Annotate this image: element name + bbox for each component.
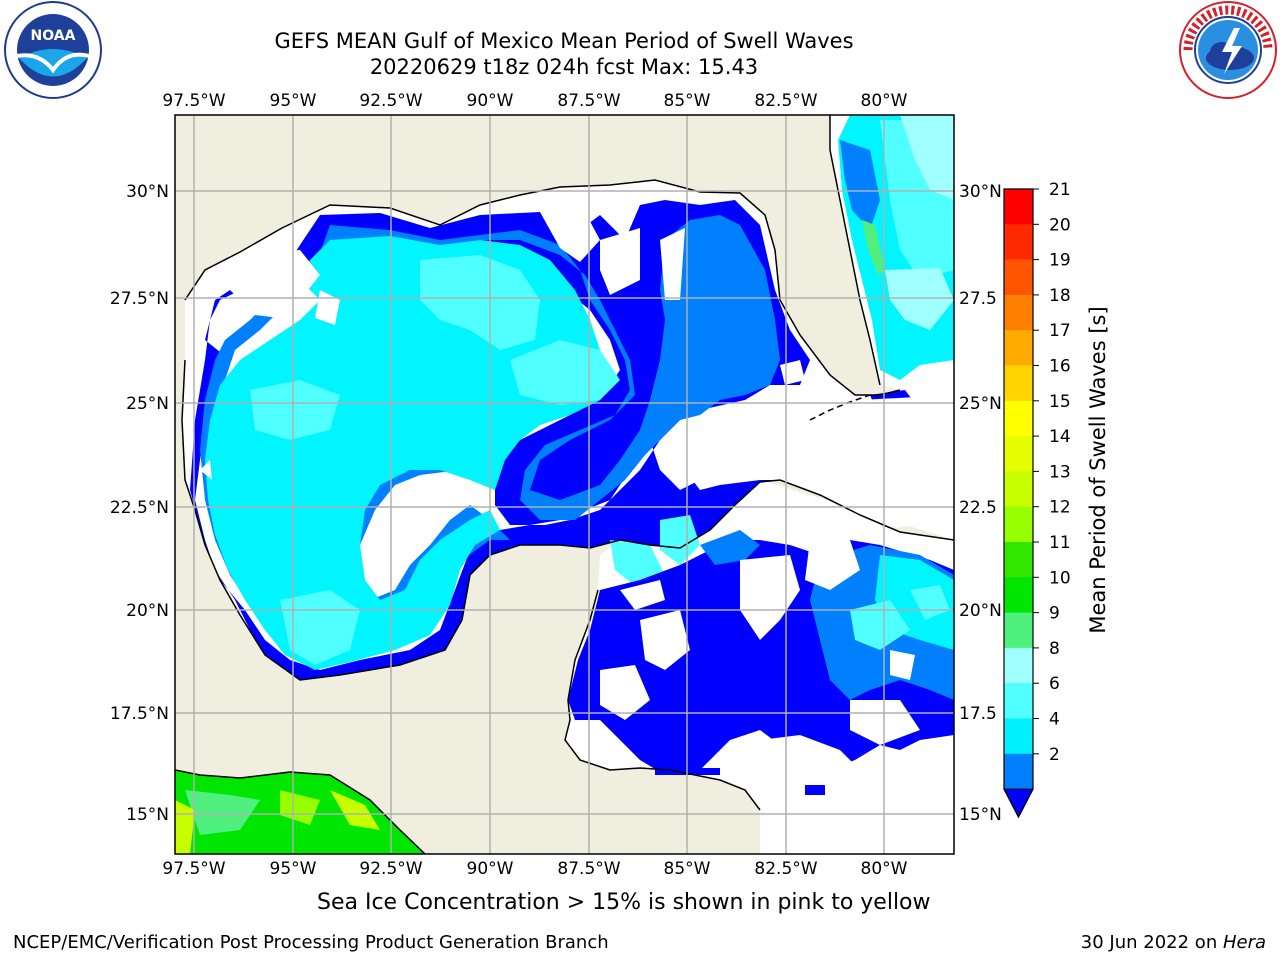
colorbar-swatch [1004, 294, 1033, 331]
lat-label-left: 20°N [126, 601, 169, 621]
lon-label-bottom: 85°W [664, 859, 711, 879]
noaa-logo: NOAA [4, 1, 102, 99]
colorbar-tick-label: 11 [1049, 533, 1071, 553]
coastlines [175, 115, 954, 854]
lon-label-bottom: 92.5°W [359, 859, 422, 879]
lat-label-right: 17.5 [959, 704, 997, 724]
lat-label-right: 15°N [959, 805, 1002, 825]
footer-credit: NCEP/EMC/Verification Post Processing Pr… [13, 932, 609, 953]
colorbar-swatch [1004, 577, 1033, 614]
footer-date-text: 30 Jun 2022 on [1080, 932, 1223, 953]
lon-label-bottom: 97.5°W [162, 859, 225, 879]
graticule [175, 115, 954, 854]
colorbar-swatch [1004, 753, 1033, 790]
footer-host: Hera [1222, 932, 1266, 953]
colorbar-tick-label: 9 [1049, 604, 1060, 624]
chart-subtitle: 20220629 t18z 024h fcst Max: 15.43 [369, 55, 759, 79]
colorbar-tick-label: 16 [1049, 357, 1071, 377]
lat-label-left: 27.5°N [110, 289, 169, 309]
colorbar-swatch [1004, 436, 1033, 472]
lat-label-right: 22.5 [959, 498, 997, 518]
colorbar-tick-label: 4 [1049, 710, 1060, 730]
footer-date: 30 Jun 2022 on Hera [1081, 932, 1266, 953]
colorbar-tick-label: 12 [1049, 498, 1071, 518]
colorbar-tick-label: 8 [1049, 639, 1060, 659]
colorbar-swatch [1004, 400, 1033, 437]
colorbar-tick-label: 17 [1049, 321, 1071, 341]
lon-label-top: 80°W [861, 91, 908, 111]
lat-label-left: 25°N [126, 394, 169, 414]
colorbar-tick-label: 21 [1049, 180, 1071, 200]
lat-label-right: 20°N [959, 601, 1002, 621]
lon-label-top: 97.5°W [162, 91, 225, 111]
colorbar-tick-label: 18 [1049, 286, 1071, 306]
lat-label-right: 27.5 [959, 289, 997, 309]
lat-label-right: 30°N [959, 182, 1002, 202]
colorbar-swatch [1004, 718, 1033, 755]
colorbar-swatch [1004, 189, 1033, 225]
lon-label-bottom: 82.5°W [754, 859, 817, 879]
lon-label-bottom: 80°W [861, 859, 908, 879]
colorbar-swatch [1004, 506, 1033, 543]
lon-label-top: 90°W [467, 91, 514, 111]
lon-label-top: 92.5°W [359, 91, 422, 111]
colorbar-swatch [1004, 647, 1033, 684]
colorbar-swatch [1004, 542, 1033, 578]
colorbar-tick-label: 6 [1049, 674, 1060, 694]
lat-label-left: 22.5°N [110, 498, 169, 518]
lat-label-left: 30°N [126, 182, 169, 202]
map-frame [174, 114, 955, 855]
colorbar-swatch [1004, 224, 1033, 261]
colorbar-frame [1003, 188, 1034, 819]
colorbar-label: Mean Period of Swell Waves [s] [1086, 306, 1110, 633]
swell-band-2-4 [190, 200, 810, 680]
colorbar-swatch [1004, 612, 1033, 649]
colorbar-tick-label: 13 [1049, 462, 1071, 482]
lon-label-top: 82.5°W [754, 91, 817, 111]
colorbar: 21 20 19 18 17 16 15 14 13 12 11 10 9 8 6 4 2 [1003, 180, 1071, 819]
nws-logo [1179, 1, 1277, 99]
colorbar-extend-arrow [1003, 788, 1034, 819]
colorbar-tick-label: 10 [1049, 568, 1071, 588]
colorbar-swatch [1004, 330, 1033, 366]
colorbar-tick-label: 2 [1049, 745, 1060, 765]
lat-label-right: 25°N [959, 394, 1002, 414]
colorbar-tick-label: 14 [1049, 427, 1071, 447]
lon-label-top: 95°W [270, 91, 317, 111]
lon-label-bottom: 87.5°W [557, 859, 620, 879]
sea-ice-note: Sea Ice Concentration > 15% is shown in … [317, 890, 931, 915]
colorbar-swatch [1004, 683, 1033, 719]
colorbar-swatch [1004, 259, 1033, 296]
colorbar-swatch [1004, 365, 1033, 402]
lat-label-left: 15°N [126, 805, 169, 825]
lon-label-top: 87.5°W [557, 91, 620, 111]
lon-label-top: 85°W [664, 91, 711, 111]
colorbar-tick-label: 19 [1049, 251, 1071, 271]
lon-label-bottom: 90°W [467, 859, 514, 879]
chart-title: GEFS MEAN Gulf of Mexico Mean Period of … [274, 29, 854, 53]
svg-text:NOAA: NOAA [31, 28, 76, 44]
lon-label-bottom: 95°W [270, 859, 317, 879]
colorbar-swatch [1004, 471, 1033, 508]
lat-label-left: 17.5°N [110, 704, 169, 724]
colorbar-tick-label: 15 [1049, 392, 1071, 412]
colorbar-tick-label: 20 [1049, 215, 1071, 235]
